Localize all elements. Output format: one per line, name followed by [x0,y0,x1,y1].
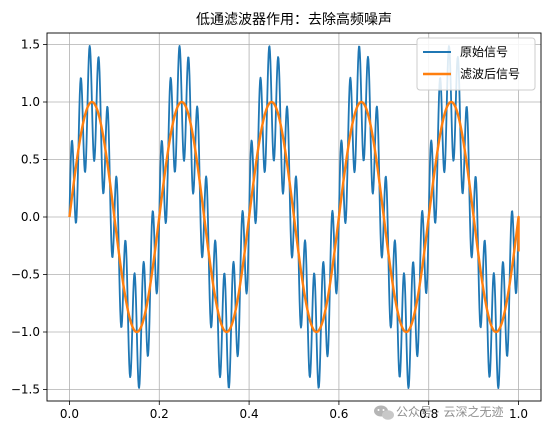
x-tick-label: 0.4 [240,407,259,421]
watermark: 公众号 · 云深之无迹 [374,405,503,420]
legend: 原始信号 滤波后信号 [416,37,536,91]
legend-label-original: 原始信号 [460,45,508,59]
axis-ticks: 0.0 0.2 0.4 0.6 0.8 1.0 −1.5 −1.0 −0.5 0.0 0.5 1.0 1… [11,38,528,422]
y-tick-label: 1.5 [21,38,40,52]
series-group [68,45,520,390]
y-tick-label: 0.0 [21,210,40,224]
watermark-text: 公众号 · 云深之无迹 [396,405,503,419]
x-tick-label: 0.6 [329,407,348,421]
x-tick-label: 0.2 [150,407,169,421]
series-line-filtered [68,100,520,334]
legend-label-filtered: 滤波后信号 [460,67,520,81]
x-tick-label: 0.8 [419,407,438,421]
x-tick-label: 0.0 [60,407,79,421]
x-tick-label: 1.0 [509,407,528,421]
chart-title: 低通滤波器作用：去除高频噪声 [196,11,392,28]
y-tick-label: −1.0 [11,325,40,339]
y-tick-label: 0.5 [21,153,40,167]
wechat-icon [374,405,394,420]
y-tick-label: −0.5 [11,268,40,282]
y-tick-label: −1.5 [11,383,40,397]
y-tick-label: 1.0 [21,95,40,109]
